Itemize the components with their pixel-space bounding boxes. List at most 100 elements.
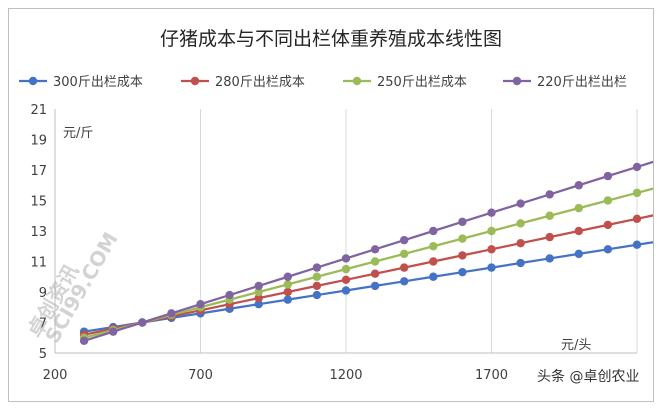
series-0-point-7: [283, 295, 292, 304]
series-3-point-10: [370, 245, 380, 254]
series-0-point-6: [254, 300, 263, 309]
series-3-point-2: [138, 318, 147, 327]
series-2-point-18: [603, 196, 613, 205]
series-3-point-14: [487, 208, 496, 217]
series-1-point-6: [254, 293, 263, 303]
series-3-point-18: [603, 171, 613, 181]
y-tick-label-19: 19: [30, 134, 47, 149]
series-0-point-18: [603, 245, 613, 254]
y-tick-label-21: 21: [30, 103, 47, 118]
axes: [54, 109, 637, 354]
legend-marker-3: [512, 76, 522, 86]
series-0-point-8: [312, 290, 322, 300]
series-2-point-12: [429, 242, 438, 251]
y-tick-label-13: 13: [30, 225, 47, 240]
series-2-point-9: [341, 264, 351, 274]
series-1-point-16: [545, 232, 554, 242]
series-3-point-9: [341, 254, 351, 263]
series-1: [79, 214, 653, 339]
series-3-point-16: [545, 190, 554, 199]
series-2: [79, 187, 653, 342]
series-3-point-0: [79, 336, 89, 345]
series-2-point-14: [487, 226, 496, 236]
chart-frame: 仔猪成本与不同出栏体重养殖成本线性图 300斤出栏成本 280斤出栏成本 250斤出…: [8, 8, 654, 402]
legend-label-1: 280斤出栏成本: [215, 75, 305, 90]
series-1-point-8: [312, 281, 322, 291]
series-2-point-19: [632, 188, 642, 198]
series-3-point-8: [312, 263, 322, 272]
legend-item-2: 250斤出栏成本: [343, 75, 467, 90]
legend-label-0: 300斤出栏成本: [53, 75, 143, 90]
series-0-point-14: [487, 263, 496, 272]
series-2-point-15: [516, 219, 525, 228]
series-1-point-12: [429, 257, 438, 266]
y-tick-label-11: 11: [30, 256, 47, 271]
series-0-point-13: [458, 267, 467, 277]
series-3-point-15: [516, 199, 525, 208]
series-0: [79, 240, 653, 336]
series-3-point-7: [283, 272, 292, 281]
series-1-point-15: [516, 239, 525, 248]
watermark-source: 头条 @卓创农业: [537, 368, 639, 385]
x-tick-label-700: 700: [188, 368, 213, 383]
series-3-point-6: [254, 281, 263, 291]
series-3-point-17: [574, 181, 583, 190]
series-1-point-10: [370, 269, 380, 278]
y-axis-label: 元/斤: [63, 126, 93, 141]
legend-marker-0: [28, 76, 38, 86]
series-layer: [79, 160, 653, 345]
y-tick-label-5: 5: [39, 347, 47, 362]
legend: 300斤出栏成本 280斤出栏成本 250斤出栏成本 220斤出栏出栏: [19, 75, 627, 90]
series-2-point-11: [400, 249, 409, 259]
gridlines: [200, 109, 638, 353]
series-3: [79, 160, 653, 345]
x-tick-label-1700: 1700: [475, 368, 508, 383]
chart-title: 仔猪成本与不同出栏体重养殖成本线性图: [160, 28, 502, 50]
series-3-point-3: [167, 309, 176, 318]
legend-item-3: 220斤出栏出栏: [503, 75, 627, 90]
series-3-point-1: [109, 327, 118, 336]
series-3-point-12: [429, 226, 438, 236]
y-tick-label-7: 7: [39, 317, 47, 332]
series-2-point-17: [574, 203, 583, 213]
series-2-point-6: [254, 287, 263, 297]
y-tick-label-9: 9: [39, 286, 47, 301]
series-1-point-9: [341, 275, 351, 284]
series-2-point-16: [545, 211, 554, 220]
series-1-point-17: [574, 226, 583, 236]
series-3-point-13: [458, 217, 467, 227]
series-1-point-7: [283, 287, 292, 297]
series-0-point-16: [545, 254, 554, 263]
x-tick-label-200: 200: [43, 368, 68, 383]
series-3-point-19: [632, 162, 642, 172]
series-1-point-11: [400, 263, 409, 272]
legend-item-0: 300斤出栏成本: [19, 75, 143, 90]
series-0-point-9: [341, 286, 351, 295]
series-0-point-10: [370, 281, 380, 291]
series-3-point-5: [225, 290, 234, 300]
series-line-0: [83, 241, 653, 333]
legend-label-2: 250斤出栏成本: [377, 75, 467, 90]
x-axis-label: 元/头: [561, 338, 591, 353]
y-tick-label-15: 15: [30, 195, 47, 210]
series-3-point-11: [400, 235, 409, 245]
series-line-1: [83, 214, 653, 336]
x-tick-labels: 200 700 1200 1700: [43, 368, 508, 383]
chart-svg: 仔猪成本与不同出栏体重养殖成本线性图 300斤出栏成本 280斤出栏成本 250斤出…: [19, 28, 653, 385]
legend-marker-2: [352, 76, 362, 86]
legend-label-3: 220斤出栏出栏: [537, 75, 627, 90]
legend-item-1: 280斤出栏成本: [181, 75, 305, 90]
series-0-point-11: [400, 277, 409, 286]
series-0-point-12: [429, 272, 438, 281]
x-tick-label-1200: 1200: [329, 368, 362, 383]
series-0-point-19: [632, 240, 642, 249]
series-1-point-13: [458, 251, 467, 260]
y-tick-labels: 5 7 9 11 13 15 17 19 21: [30, 103, 47, 362]
series-0-point-15: [516, 258, 525, 268]
series-0-point-17: [574, 249, 583, 259]
series-line-3: [83, 160, 653, 342]
series-line-2: [83, 187, 653, 339]
series-1-point-14: [487, 245, 496, 254]
y-tick-label-17: 17: [30, 164, 47, 179]
legend-marker-1: [190, 76, 200, 86]
